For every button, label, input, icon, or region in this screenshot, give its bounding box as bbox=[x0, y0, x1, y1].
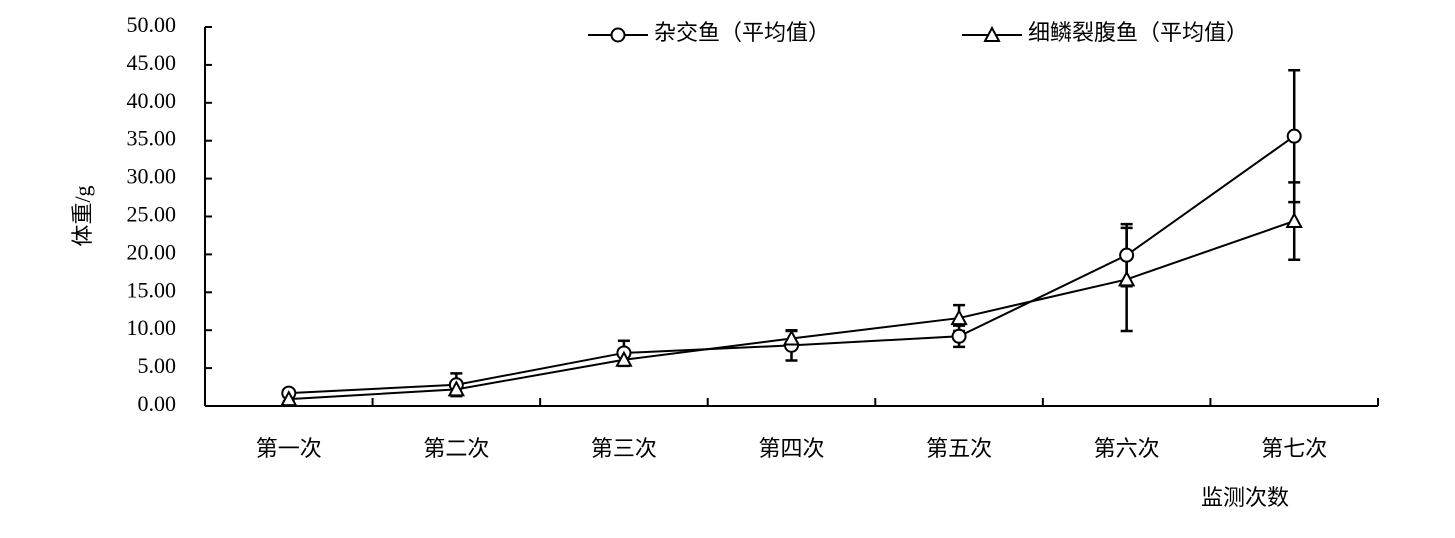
legend-label: 细鳞裂腹鱼（平均值） bbox=[1028, 20, 1248, 45]
y-tick-label: 20.00 bbox=[127, 239, 177, 264]
y-tick-label: 5.00 bbox=[138, 353, 177, 378]
data-point bbox=[615, 350, 633, 367]
data-point bbox=[950, 308, 968, 326]
y-tick-label: 10.00 bbox=[127, 315, 177, 340]
y-tick-label: 25.00 bbox=[127, 202, 177, 227]
data-point bbox=[447, 380, 466, 397]
data-point bbox=[1117, 270, 1136, 287]
data-point bbox=[1119, 247, 1135, 263]
x-tick-label: 第七次 bbox=[1261, 436, 1327, 461]
y-tick-label: 45.00 bbox=[127, 50, 177, 75]
data-point bbox=[782, 329, 801, 346]
x-tick-label: 第三次 bbox=[591, 436, 657, 461]
y-tick-label: 0.00 bbox=[138, 391, 177, 416]
x-tick-label: 第一次 bbox=[256, 436, 322, 461]
y-tick-label: 35.00 bbox=[127, 126, 177, 151]
x-tick-label: 第二次 bbox=[423, 436, 489, 461]
x-axis-label: 监测次数 bbox=[1201, 485, 1289, 510]
x-tick-label: 第五次 bbox=[926, 436, 992, 461]
x-tick-label: 第六次 bbox=[1094, 436, 1160, 461]
data-point bbox=[1286, 128, 1302, 144]
data-point bbox=[1285, 211, 1303, 229]
y-tick-label: 40.00 bbox=[127, 88, 177, 113]
x-tick-label: 第四次 bbox=[758, 436, 824, 461]
series-line bbox=[288, 220, 1295, 401]
y-tick-label: 30.00 bbox=[127, 164, 177, 189]
y-tick-label: 15.00 bbox=[127, 277, 177, 302]
legend-label: 杂交鱼（平均值） bbox=[654, 20, 830, 45]
data-point bbox=[280, 390, 298, 407]
y-axis-label: 体重/g bbox=[70, 185, 95, 246]
y-tick-label: 50.00 bbox=[127, 12, 177, 37]
data-point bbox=[951, 328, 967, 344]
legend-marker bbox=[983, 25, 1001, 42]
legend-marker bbox=[610, 27, 626, 43]
